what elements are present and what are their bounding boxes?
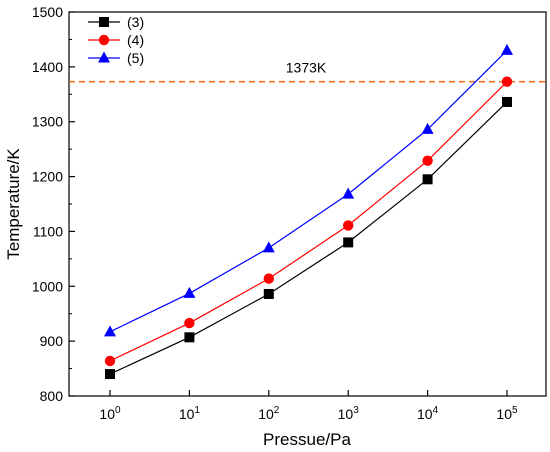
data-point bbox=[502, 96, 512, 107]
data-point bbox=[183, 286, 196, 298]
data-point bbox=[104, 325, 116, 337]
data-point bbox=[343, 220, 354, 231]
legend-item: (3) bbox=[88, 14, 144, 30]
data-point bbox=[263, 288, 274, 299]
legend-item: (4) bbox=[88, 32, 144, 48]
data-point bbox=[104, 355, 116, 367]
x-tick-label: 101 bbox=[179, 405, 201, 422]
data-point bbox=[422, 174, 433, 185]
reference-line-label: 1373K bbox=[286, 60, 327, 76]
data-point bbox=[501, 43, 513, 55]
y-axis: 800 900 1000 1100 1200 1300 1400 1500 bbox=[32, 4, 75, 404]
y-tick-label: 900 bbox=[40, 333, 64, 349]
legend-item: (5) bbox=[88, 50, 144, 66]
x-axis: 100 101 102 103 104 105 bbox=[99, 390, 518, 422]
data-point bbox=[262, 241, 275, 253]
y-tick-label: 1300 bbox=[32, 114, 63, 130]
y-tick-label: 1200 bbox=[32, 169, 63, 185]
legend-marker bbox=[98, 34, 110, 46]
series-2 bbox=[104, 76, 513, 367]
x-tick-label: 103 bbox=[338, 405, 360, 422]
x-tick-label: 100 bbox=[99, 405, 121, 422]
legend-label: (5) bbox=[127, 50, 144, 66]
series-line bbox=[109, 101, 508, 375]
data-point bbox=[343, 237, 354, 248]
series-3 bbox=[104, 43, 513, 337]
data-point bbox=[263, 273, 274, 284]
y-axis-title: Temperature/K bbox=[4, 148, 23, 260]
data-point bbox=[184, 332, 195, 343]
data-point bbox=[501, 76, 513, 87]
legend-marker bbox=[99, 17, 109, 27]
y-tick-label: 800 bbox=[40, 388, 64, 404]
data-point bbox=[421, 122, 434, 134]
series-line bbox=[109, 81, 508, 362]
y-tick-label: 1100 bbox=[33, 223, 63, 239]
legend: (3) (4) (5) bbox=[88, 14, 144, 66]
y-tick-label: 1500 bbox=[32, 4, 63, 20]
x-tick-label: 105 bbox=[496, 405, 518, 422]
series-1 bbox=[105, 96, 512, 380]
y-tick-label: 1000 bbox=[32, 278, 63, 294]
legend-label: (4) bbox=[127, 32, 144, 48]
series-line bbox=[109, 49, 508, 333]
x-axis-title: Pressue/Pa bbox=[263, 430, 351, 449]
data-point bbox=[342, 187, 355, 199]
legend-marker bbox=[98, 51, 110, 63]
data-point bbox=[422, 155, 433, 166]
legend-label: (3) bbox=[127, 14, 144, 30]
reference-line-group: 1373K bbox=[69, 60, 546, 83]
y-tick-label: 1400 bbox=[32, 59, 63, 75]
x-tick-label: 102 bbox=[258, 405, 280, 422]
series-group bbox=[104, 43, 513, 380]
data-point bbox=[184, 317, 195, 329]
x-tick-label: 104 bbox=[417, 405, 439, 422]
data-point bbox=[105, 369, 115, 380]
